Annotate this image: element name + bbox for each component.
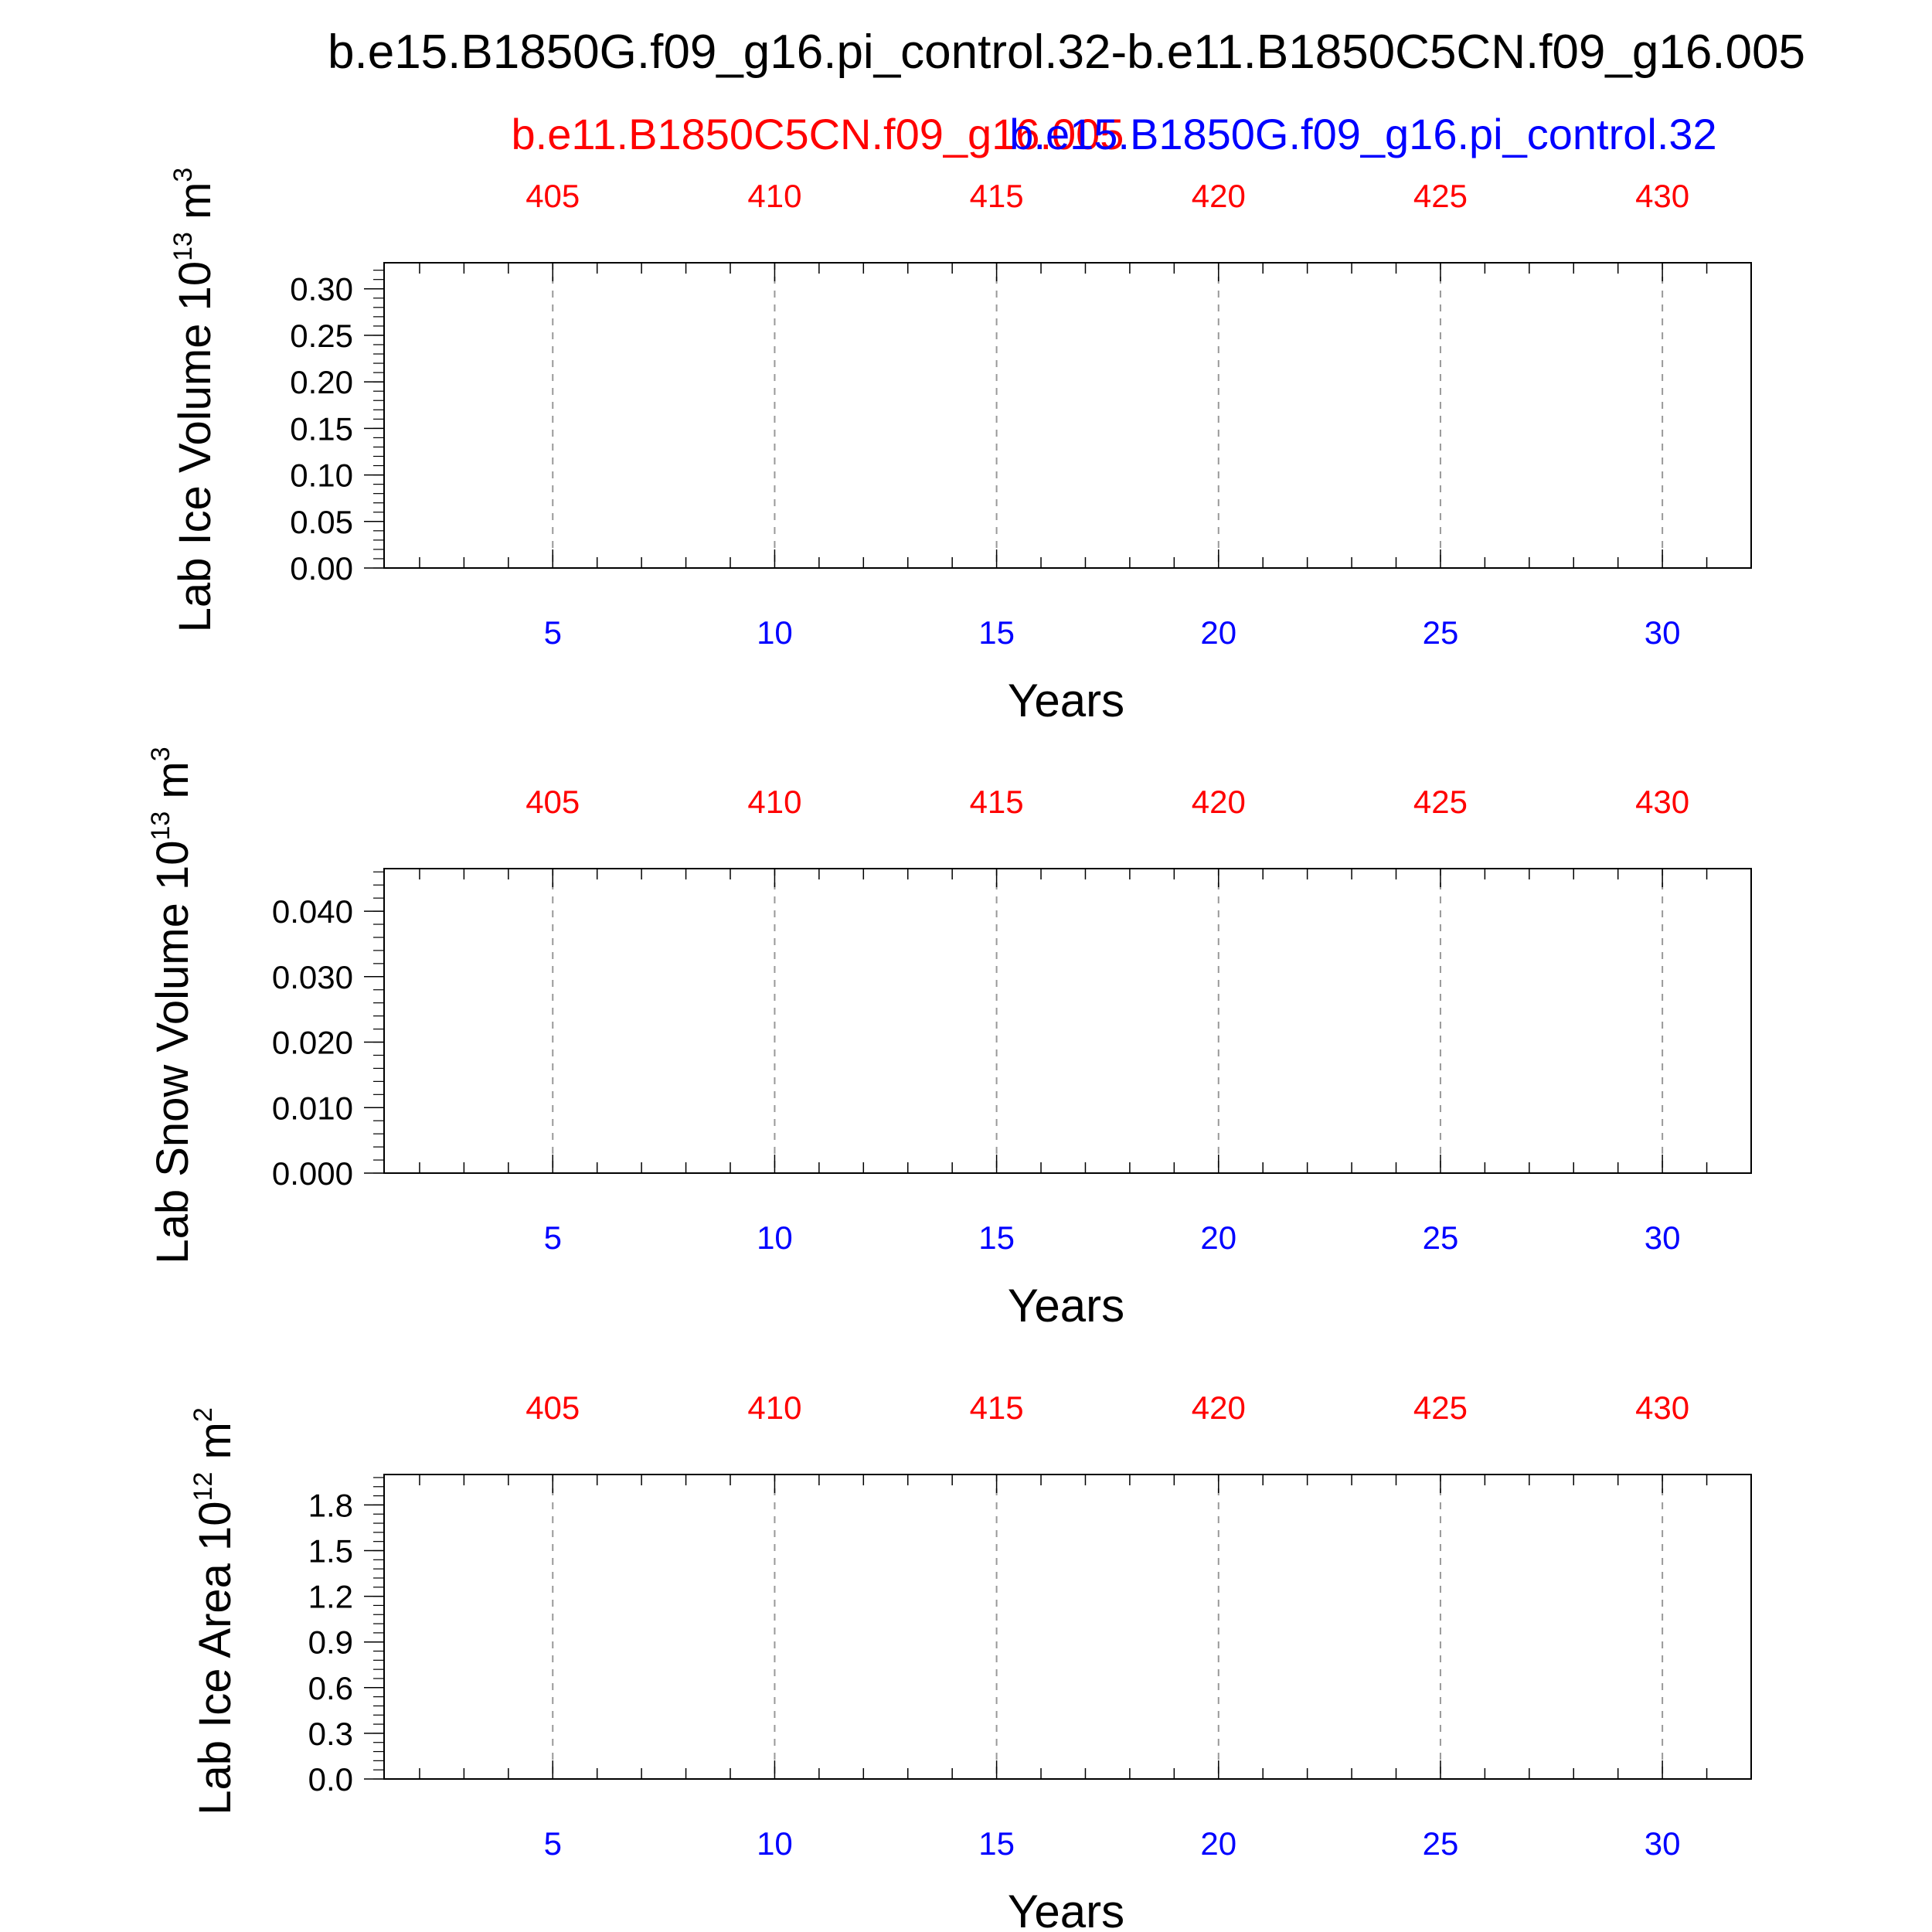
y-tick-label: 0.6 [308,1670,353,1706]
x-axis-label: Years [1008,1280,1124,1332]
panel-1: 0.00 0.05 0.10 0.15 0.20 0.25 0.30 5 10 15 20 25 30 4… [168,168,1752,726]
plot-frame [383,1474,1752,1780]
x-tick-label-bottom: 15 [978,614,1015,651]
y-tick-label: 0.20 [290,364,353,400]
x-tick-label-bottom: 20 [1200,1219,1236,1256]
x-tick-label-top: 415 [970,784,1024,820]
y-tick-label: 1.2 [308,1579,353,1615]
x-tick-label-top: 415 [970,1389,1024,1426]
legend-blue-case: b.e15.B1850G.f09_g16.pi_control.32 [1009,110,1716,158]
plot-frame [383,868,1752,1174]
y-tick-label: 0.000 [272,1155,353,1192]
y-tick-label: 0.030 [272,959,353,995]
x-tick-label-bottom: 20 [1200,614,1236,651]
x-tick-label-top: 420 [1192,178,1246,214]
y-tick-label: 0.25 [290,318,353,354]
y-tick-label: 0.00 [290,550,353,587]
x-tick-label-bottom: 25 [1423,614,1459,651]
x-tick-label-top: 430 [1635,178,1689,214]
x-tick-label-top: 410 [747,1389,801,1426]
panel-3: 0.0 0.3 0.6 0.9 1.2 1.5 1.8 5 10 15 20 25 30 405 410 41… [189,1389,1752,1932]
y-tick-label: 0.040 [272,893,353,930]
y-tick-label: 0.3 [308,1716,353,1752]
x-tick-label-bottom: 10 [757,614,793,651]
x-axis-label: Years [1008,1886,1124,1932]
x-tick-label-bottom: 10 [757,1825,793,1862]
y-tick-label: 0.0 [308,1761,353,1798]
x-tick-label-top: 420 [1192,784,1246,820]
y-tick-label: 0.9 [308,1624,353,1661]
y-axis-label: Lab Ice Area 1012 m2 [189,1407,240,1815]
chart-title: b.e15.B1850G.f09_g16.pi_control.32-b.e11… [328,26,1805,79]
x-tick-label-bottom: 5 [544,1219,562,1256]
x-tick-label-top: 425 [1413,784,1468,820]
x-tick-label-bottom: 5 [544,1825,562,1862]
panels-group: 0.000.050.100.150.200.250.305 10 15 20 25 304… [146,168,1752,1932]
y-tick-label: 0.10 [290,457,353,494]
x-tick-label-top: 425 [1413,178,1468,214]
x-tick-label-top: 405 [526,1389,580,1426]
x-tick-label-bottom: 20 [1200,1825,1236,1862]
y-tick-label: 0.05 [290,504,353,540]
x-tick-label-bottom: 15 [978,1219,1015,1256]
x-tick-label-top: 405 [526,178,580,214]
x-tick-label-top: 405 [526,784,580,820]
x-tick-label-top: 425 [1413,1389,1468,1426]
x-tick-label-bottom: 5 [544,614,562,651]
panel-2: 0.000 0.010 0.020 0.030 0.040 5 10 15 20 25 30 405 4… [146,747,1752,1332]
x-tick-label-top: 430 [1635,784,1689,820]
x-tick-label-bottom: 10 [757,1219,793,1256]
x-tick-label-top: 410 [747,178,801,214]
y-tick-label: 0.010 [272,1090,353,1126]
y-axis-label: Lab Snow Volume 1013 m3 [146,747,198,1264]
y-tick-label: 0.30 [290,271,353,308]
x-tick-label-bottom: 25 [1423,1825,1459,1862]
x-axis-label: Years [1008,675,1124,726]
x-tick-label-bottom: 30 [1645,1825,1681,1862]
y-tick-label: 0.15 [290,410,353,447]
x-tick-label-bottom: 30 [1645,1219,1681,1256]
x-tick-label-bottom: 15 [978,1825,1015,1862]
y-tick-label: 1.5 [308,1533,353,1570]
y-tick-label: 1.8 [308,1487,353,1523]
legend-red-case: b.e11.B1850C5CN.f09_g16.005 [512,110,1124,158]
y-tick-label: 0.020 [272,1025,353,1061]
x-tick-label-top: 410 [747,784,801,820]
plot-frame [383,262,1752,569]
y-axis-label: Lab Ice Volume 1013 m3 [168,168,220,633]
x-tick-label-bottom: 30 [1645,614,1681,651]
x-tick-label-top: 415 [970,178,1024,214]
x-tick-label-bottom: 25 [1423,1219,1459,1256]
x-tick-label-top: 430 [1635,1389,1689,1426]
x-tick-label-top: 420 [1192,1389,1246,1426]
